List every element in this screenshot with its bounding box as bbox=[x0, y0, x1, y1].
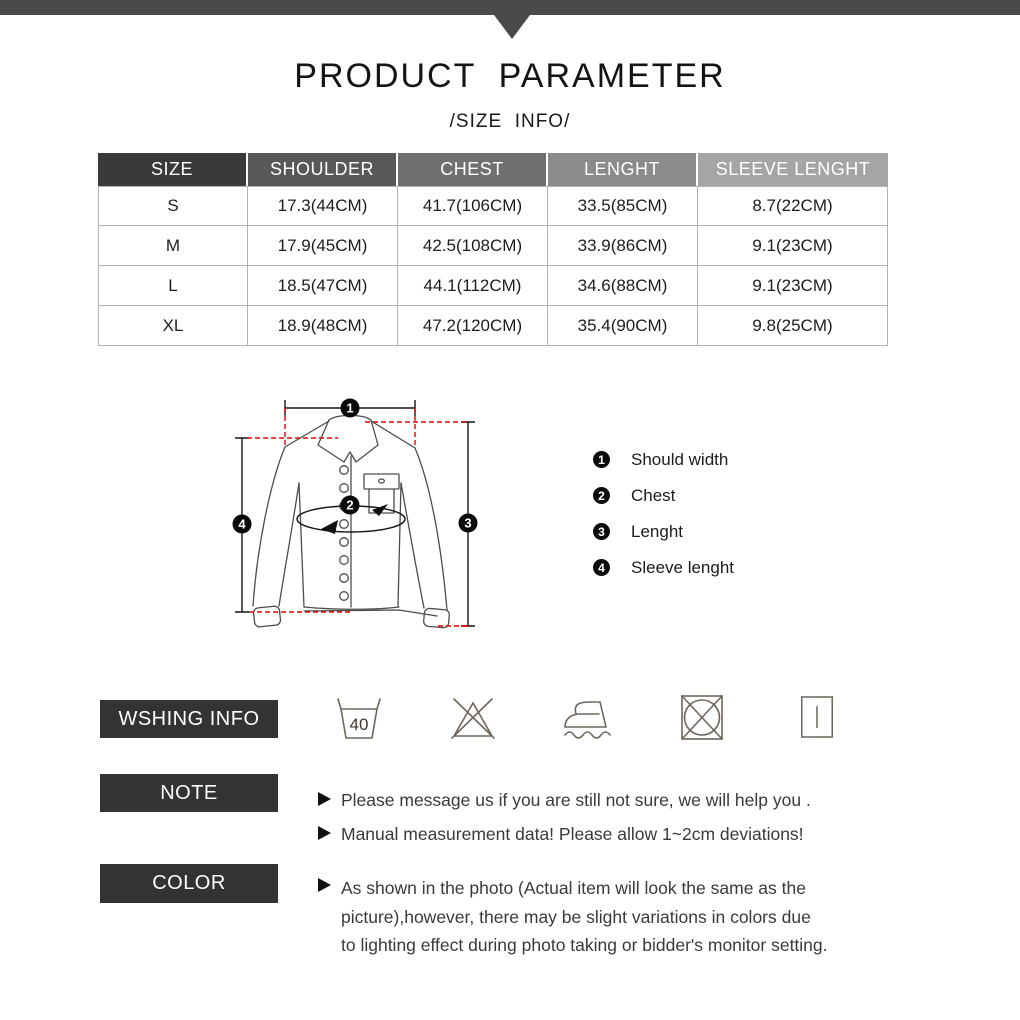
cell-lenght: 33.5(85CM) bbox=[548, 186, 698, 226]
cell-sleeve-lenght: 9.8(25CM) bbox=[698, 306, 888, 346]
shirt-measurement-diagram: 1 2 3 4 bbox=[232, 398, 478, 629]
color-note-text: As shown in the photo (Actual item will … bbox=[341, 874, 828, 960]
cell-shoulder: 18.9(48CM) bbox=[248, 306, 398, 346]
red-dashed-guides bbox=[247, 408, 468, 627]
legend-item-length: 3 Lenght bbox=[593, 521, 734, 541]
cell-lenght: 34.6(88CM) bbox=[548, 266, 698, 306]
marker-length: 3 bbox=[458, 513, 478, 533]
table-row: S 17.3(44CM) 41.7(106CM) 33.5(85CM) 8.7(… bbox=[98, 186, 888, 226]
legend-item-chest: 2 Chest bbox=[593, 485, 734, 505]
cell-sleeve-lenght: 9.1(23CM) bbox=[698, 266, 888, 306]
down-arrow-icon bbox=[494, 15, 530, 39]
cell-sleeve-lenght: 9.1(23CM) bbox=[698, 226, 888, 266]
svg-text:2: 2 bbox=[346, 498, 353, 513]
svg-text:1: 1 bbox=[346, 401, 353, 416]
cell-lenght: 33.9(86CM) bbox=[548, 226, 698, 266]
note-text: Manual measurement data! Please allow 1~… bbox=[341, 824, 804, 844]
arrow-right-icon bbox=[372, 504, 388, 516]
table-row: M 17.9(45CM) 42.5(108CM) 33.9(86CM) 9.1(… bbox=[98, 226, 888, 266]
machine-wash-40-icon: 40 bbox=[337, 698, 381, 739]
cell-chest: 42.5(108CM) bbox=[398, 226, 548, 266]
cell-lenght: 35.4(90CM) bbox=[548, 306, 698, 346]
color-note-line: picture),however, there may be slight va… bbox=[341, 906, 811, 927]
drip-dry-icon bbox=[801, 696, 833, 738]
note-item: Please message us if you are still not s… bbox=[318, 788, 811, 812]
arrow-bullet-icon bbox=[318, 878, 331, 892]
table-row: XL 18.9(48CM) 47.2(120CM) 35.4(90CM) 9.8… bbox=[98, 306, 888, 346]
legend-label: Lenght bbox=[631, 521, 683, 541]
circled-number-icon: 3 bbox=[593, 523, 610, 540]
arrow-bullet-icon bbox=[318, 792, 331, 806]
cell-chest: 44.1(112CM) bbox=[398, 266, 548, 306]
color-label: COLOR bbox=[100, 864, 278, 903]
shirt-outline bbox=[252, 414, 450, 629]
marker-shoulder: 1 bbox=[340, 398, 360, 418]
marker-chest: 2 bbox=[340, 495, 360, 515]
col-header-chest: CHEST bbox=[398, 153, 548, 186]
legend-label: Sleeve lenght bbox=[631, 557, 735, 577]
arrow-bullet-icon bbox=[318, 826, 331, 840]
marker-sleeve: 4 bbox=[232, 514, 252, 534]
svg-text:4: 4 bbox=[238, 517, 246, 532]
washing-info-label: WSHING INFO bbox=[100, 700, 278, 738]
legend-label: Should width bbox=[631, 449, 729, 469]
cell-shoulder: 17.3(44CM) bbox=[248, 186, 398, 226]
color-note-line: to lighting effect during photo taking o… bbox=[341, 935, 828, 955]
cell-sleeve-lenght: 8.7(22CM) bbox=[698, 186, 888, 226]
circled-number-icon: 1 bbox=[593, 451, 610, 468]
cell-chest: 41.7(106CM) bbox=[398, 186, 548, 226]
color-note-line: As shown in the photo (Actual item will … bbox=[341, 878, 806, 898]
top-bar bbox=[0, 0, 1020, 15]
cell-chest: 47.2(120CM) bbox=[398, 306, 548, 346]
do-not-dry-clean-icon bbox=[681, 695, 723, 740]
circled-number-icon: 2 bbox=[593, 487, 610, 504]
cell-size: XL bbox=[98, 306, 248, 346]
cell-size: M bbox=[98, 226, 248, 266]
circled-number-icon: 4 bbox=[593, 559, 610, 576]
cell-size: L bbox=[98, 266, 248, 306]
cell-shoulder: 17.9(45CM) bbox=[248, 226, 398, 266]
chest-pocket bbox=[363, 473, 400, 490]
legend-label: Chest bbox=[631, 485, 676, 505]
iron-icon bbox=[564, 701, 611, 739]
color-note: As shown in the photo (Actual item will … bbox=[318, 874, 828, 960]
col-header-sleeve-lenght: SLEEVE LENGHT bbox=[698, 153, 888, 186]
col-header-shoulder: SHOULDER bbox=[248, 153, 398, 186]
svg-text:3: 3 bbox=[464, 516, 471, 531]
size-table: SIZE SHOULDER CHEST LENGHT SLEEVE LENGHT… bbox=[98, 153, 888, 346]
note-text: Please message us if you are still not s… bbox=[341, 790, 811, 810]
note-label: NOTE bbox=[100, 774, 278, 812]
col-header-lenght: LENGHT bbox=[548, 153, 698, 186]
page-subtitle: /SIZE INFO/ bbox=[449, 111, 571, 132]
table-row: L 18.5(47CM) 44.1(112CM) 34.6(88CM) 9.1(… bbox=[98, 266, 888, 306]
table-header-row: SIZE SHOULDER CHEST LENGHT SLEEVE LENGHT bbox=[98, 153, 888, 186]
legend-item-sleeve: 4 Sleeve lenght bbox=[593, 557, 735, 577]
cell-size: S bbox=[98, 186, 248, 226]
cell-shoulder: 18.5(47CM) bbox=[248, 266, 398, 306]
legend-item-shoulder: 1 Should width bbox=[593, 449, 734, 469]
note-item: Manual measurement data! Please allow 1~… bbox=[318, 822, 804, 846]
do-not-bleach-icon bbox=[451, 698, 495, 739]
arrow-left-icon bbox=[321, 520, 338, 534]
measurement-legend: 1 Should width 2 Chest 3 Lenght 4 Sleeve… bbox=[593, 449, 735, 577]
col-header-size: SIZE bbox=[98, 153, 248, 186]
svg-text:40: 40 bbox=[350, 715, 369, 734]
page-title: PRODUCT PARAMETER bbox=[294, 57, 726, 95]
